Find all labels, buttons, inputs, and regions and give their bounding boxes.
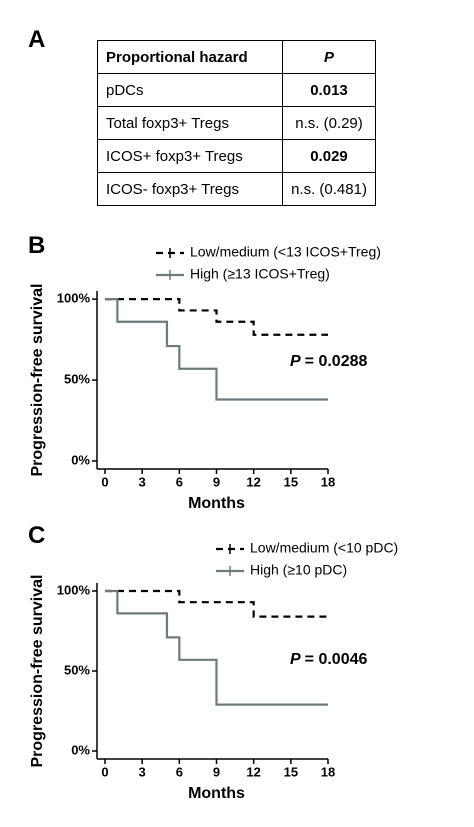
survival-line xyxy=(105,297,328,336)
y-tick-label: 0% xyxy=(71,742,90,757)
x-tick-label: 6 xyxy=(176,764,183,779)
legend-label: High (≥10 pDC) xyxy=(250,562,347,578)
x-axis-label: Months xyxy=(188,495,245,512)
cell: ICOS+ foxp3+ Tregs xyxy=(97,139,283,173)
annotation-label: P xyxy=(290,353,301,370)
survival-line xyxy=(105,297,328,401)
survival-line xyxy=(105,589,328,706)
table-header: Proportional hazard P xyxy=(97,40,376,74)
x-tick-label: 6 xyxy=(176,474,183,489)
x-tick-label: 0 xyxy=(101,764,108,779)
hazard-table: Proportional hazard P pDCs 0.013 Total fox… xyxy=(97,40,376,206)
x-tick-label: 15 xyxy=(284,474,298,489)
annotation-label: P xyxy=(290,651,301,668)
x-tick-label: 0 xyxy=(101,474,108,489)
x-tick-label: 12 xyxy=(246,764,260,779)
survival-line xyxy=(105,589,328,618)
legend-label: High (≥13 ICOS+Treg) xyxy=(190,266,330,282)
y-tick-label: 50% xyxy=(64,662,90,677)
x-tick-label: 12 xyxy=(246,474,260,489)
annotation-text: = 0.0288 xyxy=(305,353,368,370)
table-row: ICOS- foxp3+ Tregs n.s. (0.481) xyxy=(97,172,376,206)
x-axis-label: Months xyxy=(188,785,245,802)
cell: Total foxp3+ Tregs xyxy=(97,106,283,140)
y-tick-label: 0% xyxy=(71,452,90,467)
y-axis-label: Progression-free survival xyxy=(29,575,46,768)
y-tick-label: 100% xyxy=(57,582,91,597)
x-tick-label: 18 xyxy=(321,764,335,779)
panel-label: C xyxy=(28,522,46,549)
cell: 0.029 xyxy=(282,139,376,173)
header-cell: P xyxy=(282,40,376,74)
x-tick-label: 3 xyxy=(139,764,146,779)
cell: 0.013 xyxy=(282,73,376,107)
y-tick-label: 100% xyxy=(57,291,91,306)
header-cell: Proportional hazard xyxy=(97,40,283,74)
annotation: P = 0.0046 xyxy=(290,651,368,668)
table-row: ICOS+ foxp3+ Tregs 0.029 xyxy=(97,139,376,173)
x-tick-label: 18 xyxy=(321,474,335,489)
y-tick-label: 50% xyxy=(64,371,90,386)
cell: n.s. (0.29) xyxy=(282,106,376,140)
annotation-text: = 0.0046 xyxy=(305,651,368,668)
x-tick-label: 9 xyxy=(213,474,220,489)
annotation: P = 0.0288 xyxy=(290,353,368,370)
y-axis-label: Progression-free survival xyxy=(29,284,46,477)
x-tick-label: 3 xyxy=(139,474,146,489)
panel-label: A xyxy=(28,26,46,53)
table-row: Total foxp3+ Tregs n.s. (0.29) xyxy=(97,106,376,140)
cell: ICOS- foxp3+ Tregs xyxy=(97,172,283,206)
legend-label: Low/medium (<13 ICOS+Treg) xyxy=(190,244,381,260)
cell: n.s. (0.481) xyxy=(282,172,376,206)
legend-label: Low/medium (<10 pDC) xyxy=(250,540,398,556)
x-tick-label: 9 xyxy=(213,764,220,779)
panel-label: B xyxy=(28,232,46,259)
x-tick-label: 15 xyxy=(284,764,298,779)
